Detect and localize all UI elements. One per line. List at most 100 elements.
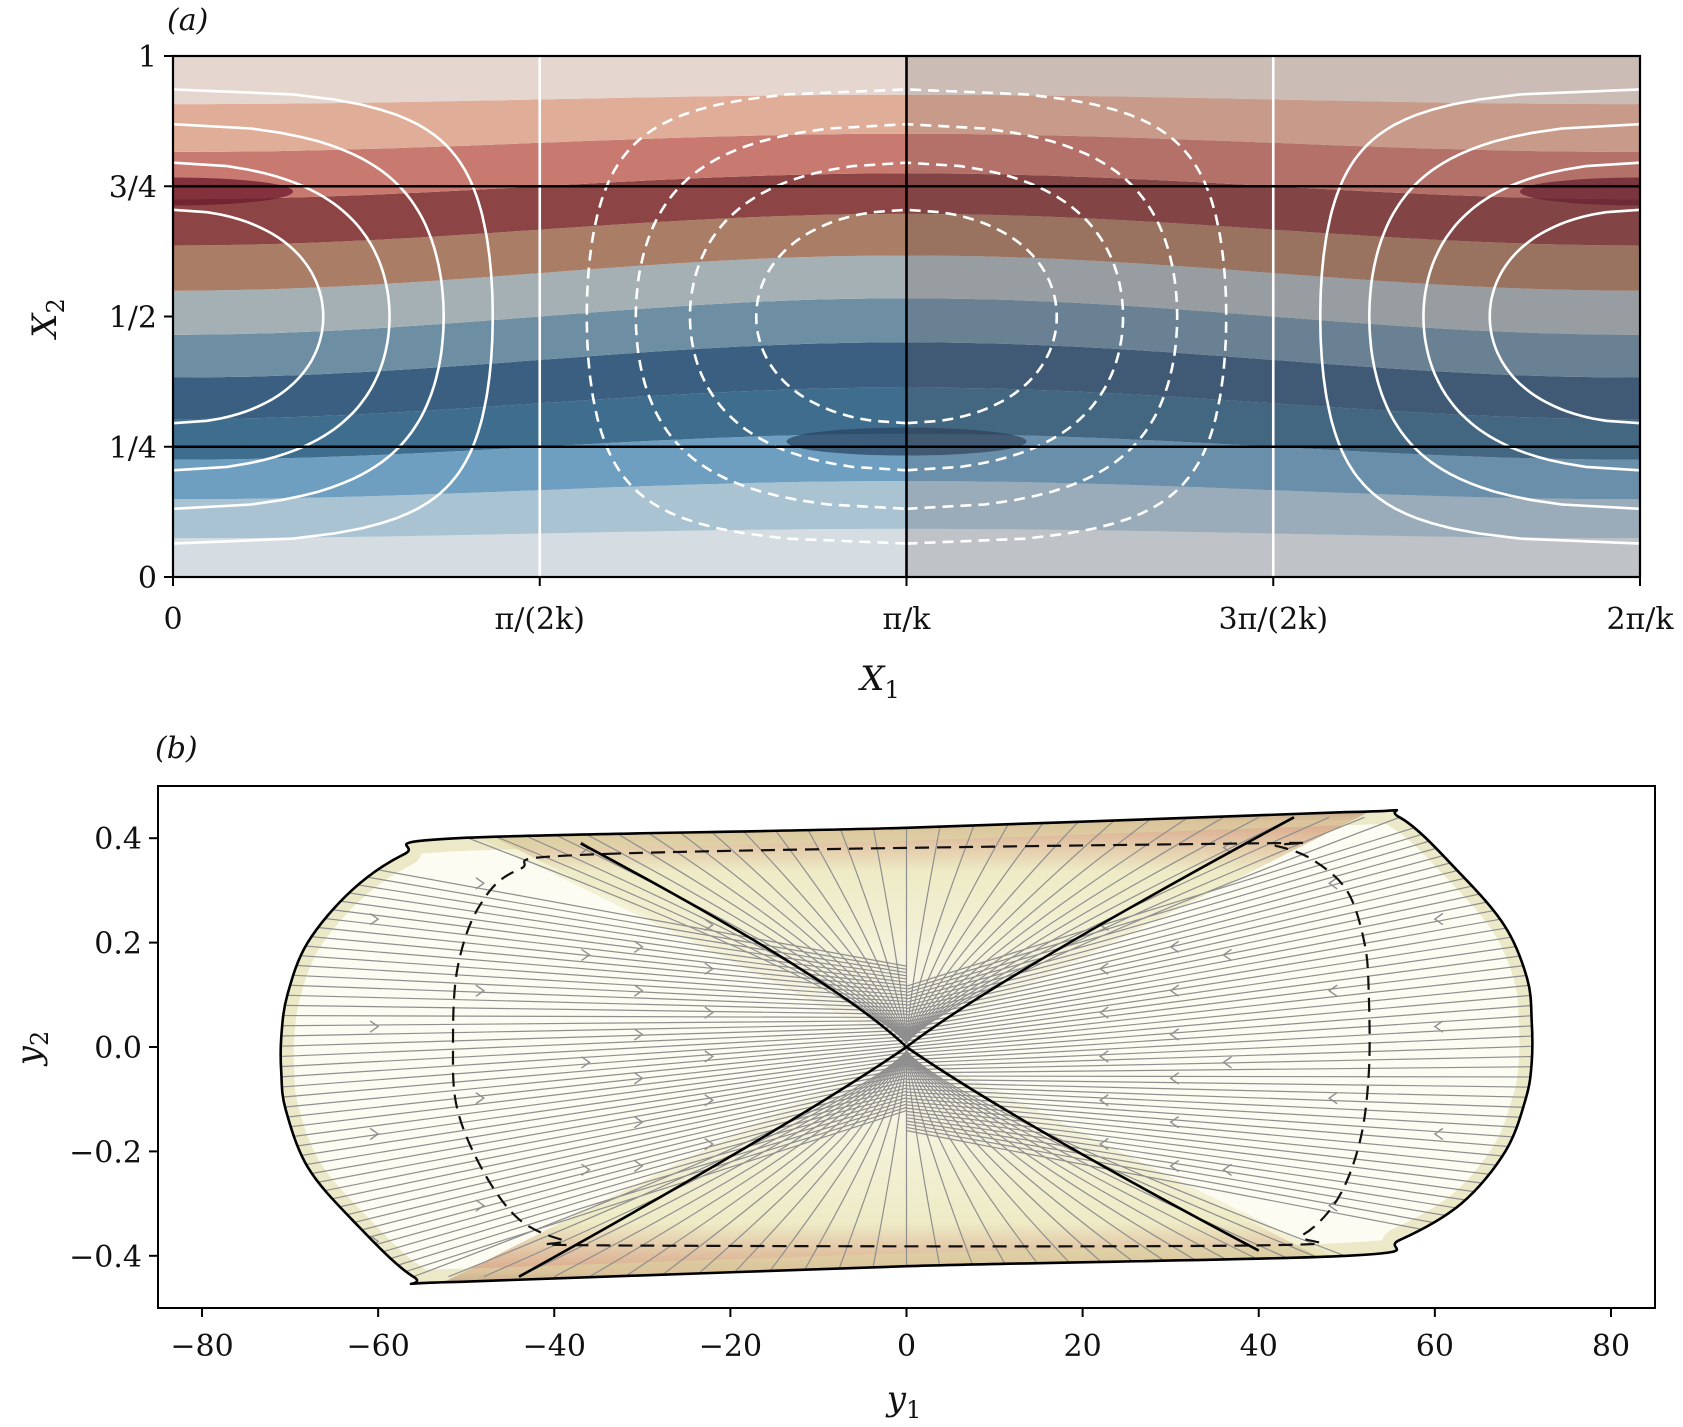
- streamline: [694, 1050, 908, 1278]
- stream-arrow: [475, 1199, 486, 1212]
- streamline: [906, 948, 1533, 1039]
- streamline: [906, 926, 1533, 1032]
- stream-arrow: [1222, 1163, 1232, 1176]
- streamline: [906, 1097, 1533, 1153]
- streamline: [905, 817, 978, 1044]
- streamline: [906, 980, 1533, 1048]
- x-axis-label: X1: [857, 659, 900, 704]
- streamline: [280, 939, 907, 996]
- streamline: [906, 1094, 1533, 1142]
- y-tick-label: −0.2: [69, 1135, 142, 1170]
- streamline: [280, 1065, 907, 1177]
- streamline: [906, 1085, 1533, 1110]
- streamline: [905, 816, 1189, 1044]
- streamline: [800, 817, 908, 1044]
- stream-arrow: [704, 962, 714, 975]
- streamline: [280, 1023, 907, 1038]
- streamline: [280, 1084, 907, 1241]
- positive-contour: [173, 88, 494, 545]
- streamline: [906, 1113, 1533, 1207]
- streamline: [280, 918, 907, 990]
- streamline: [905, 1050, 1048, 1278]
- x-tick-label: −20: [699, 1329, 762, 1364]
- streamline: [906, 816, 1400, 1044]
- streamline: [906, 894, 1533, 1023]
- streamline: [729, 1050, 908, 1278]
- streamline: [905, 1050, 1084, 1278]
- y-tick-label: −0.4: [69, 1240, 142, 1275]
- streamline: [624, 816, 908, 1044]
- streamline: [280, 993, 907, 1012]
- streamline: [518, 1050, 908, 1278]
- positive-contour: [173, 161, 391, 472]
- x-tick-label: 3π/(2k): [1218, 602, 1328, 637]
- streamline: [905, 816, 1154, 1044]
- streamline: [280, 961, 907, 1003]
- streamline: [280, 1068, 907, 1188]
- streamline: [906, 1050, 1330, 1278]
- stream-arrow: [1099, 1006, 1109, 1019]
- streamline: [905, 816, 1084, 1044]
- stream-arrow: [633, 940, 644, 953]
- stream-arrow: [1222, 948, 1232, 962]
- x-tick-label: π/k: [882, 602, 931, 637]
- streamline: [870, 817, 908, 1044]
- streamline: [835, 817, 908, 1044]
- stream-arrow: [1169, 940, 1180, 953]
- panel-label-b: (b): [155, 731, 198, 766]
- streamline: [694, 816, 908, 1044]
- stream-arrow: [581, 948, 591, 962]
- streamline: [483, 1050, 907, 1278]
- y-axis-label: y2: [9, 1031, 54, 1068]
- stream-region: [279, 808, 1534, 1286]
- streamline: [280, 1074, 907, 1209]
- streamline: [280, 1026, 907, 1049]
- stream-arrow: [1327, 877, 1338, 890]
- x-tick-label: −40: [523, 1329, 586, 1364]
- stream-arrow: [1099, 1050, 1109, 1063]
- stream-arrow: [1169, 1072, 1180, 1085]
- stream-arrow: [1099, 1094, 1109, 1107]
- stream-arrow: [475, 1091, 486, 1105]
- max-accent: [1520, 177, 1640, 206]
- streamline: [905, 1050, 1189, 1278]
- streamline: [905, 1050, 943, 1277]
- streamline: [280, 1014, 907, 1019]
- streamline: [905, 1050, 1224, 1278]
- streamline: [280, 897, 907, 983]
- streamline: [280, 907, 907, 986]
- stream-arrow: [1169, 1028, 1180, 1041]
- streamline: [905, 817, 1013, 1044]
- y-tick-label: 0.0: [94, 1031, 142, 1066]
- x-tick-label: 60: [1416, 1329, 1454, 1364]
- streamline: [659, 816, 908, 1044]
- streamline: [906, 937, 1533, 1035]
- panel-a-contour-plot: 0 π/(2k) π/k 3π/(2k) 2π/k 0 1/4 1/2 3/4 1 (a) X1…: [25, 3, 1674, 704]
- streamline: [800, 1050, 908, 1277]
- stream-arrow: [1169, 984, 1180, 997]
- streamline: [280, 1061, 907, 1166]
- streamlines: [280, 810, 1533, 1284]
- streamline: [870, 1050, 908, 1277]
- x-tick-label: 80: [1592, 1329, 1630, 1364]
- stream-arrow: [1433, 912, 1444, 926]
- stream-arrow: [633, 1159, 644, 1173]
- stream-arrow: [369, 1020, 380, 1033]
- streamline: [553, 1050, 908, 1278]
- stream-arrow: [369, 912, 380, 926]
- streamline: [905, 1050, 1013, 1277]
- streamline: [906, 1055, 1533, 1071]
- streamline: [905, 1050, 1119, 1278]
- stream-arrow: [581, 1056, 591, 1069]
- streamline: [905, 817, 943, 1044]
- streamline: [280, 1004, 907, 1015]
- stream-arrow: [633, 1115, 644, 1129]
- stream-arrow: [1099, 1137, 1109, 1151]
- streamline: [906, 862, 1533, 1013]
- stream-arrow: [475, 984, 486, 997]
- streamline: [280, 1048, 907, 1124]
- streamline: [906, 873, 1533, 1016]
- stream-arrow: [1099, 962, 1109, 975]
- y-tick-label: 1/4: [109, 431, 157, 466]
